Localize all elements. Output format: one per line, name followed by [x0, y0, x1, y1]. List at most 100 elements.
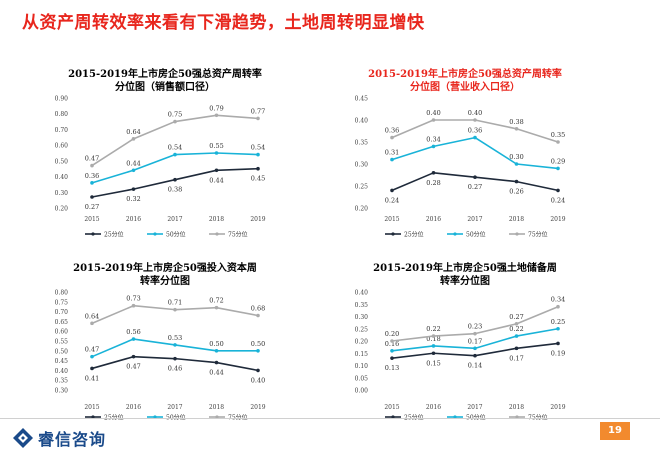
data-point: [431, 118, 436, 122]
legend-label: 25分位: [104, 231, 124, 239]
x-tick-label: 2016: [126, 216, 141, 223]
data-label: 0.45: [251, 175, 265, 183]
y-tick-label: 0.50: [55, 348, 69, 355]
data-label: 0.44: [126, 159, 140, 167]
data-label: 0.17: [509, 354, 523, 362]
y-tick-label: 0.70: [55, 127, 69, 134]
chart-title: 2015-2019年上市房企50强总资产周转率 分位图（营业收入口径）: [340, 68, 590, 94]
data-point: [256, 368, 260, 373]
legend-label: 25分位: [104, 414, 124, 421]
data-label: 0.14: [468, 362, 482, 370]
x-tick-label: 2019: [550, 404, 565, 411]
data-label: 0.68: [251, 305, 265, 313]
chart-invested-capital-turnover: 2015-2019年上市房企50强投入资本周 转率分位图 0.30 0.35 0.4…: [40, 262, 290, 420]
data-label: 0.20: [385, 330, 399, 338]
data-label: 0.19: [551, 349, 565, 357]
data-point: [473, 346, 477, 351]
data-point: [173, 119, 177, 124]
legend-label: 75分位: [228, 231, 248, 239]
brand-name: 睿信咨询: [38, 430, 107, 449]
y-tick-label: 0.30: [355, 314, 369, 321]
x-tick-label: 2017: [167, 216, 182, 223]
data-point: [514, 179, 519, 184]
data-point: [131, 303, 136, 308]
data-label: 0.54: [168, 144, 182, 152]
chart-plot: 0.30 0.35 0.40 0.45 0.50 0.55 0.60 0.65 0.70 0.75…: [55, 290, 266, 421]
legend-label: 50分位: [466, 414, 486, 421]
data-point: [214, 151, 219, 155]
legend-label: 75分位: [228, 414, 248, 421]
data-label: 0.17: [468, 337, 482, 345]
x-tick-label: 2019: [250, 404, 265, 411]
legend-marker: [215, 232, 219, 236]
data-label: 0.44: [209, 176, 223, 184]
footer-divider: [0, 418, 660, 419]
data-label: 0.55: [209, 142, 223, 150]
data-point: [556, 166, 560, 171]
y-tick-label: 0.30: [55, 190, 69, 197]
y-tick-label: 0.00: [355, 388, 369, 395]
legend-label: 25分位: [404, 414, 424, 421]
y-tick-label: 0.15: [355, 351, 369, 358]
data-label: 0.71: [168, 299, 182, 307]
data-label: 0.26: [509, 188, 523, 196]
x-tick-label: 2015: [84, 216, 99, 223]
x-tick-label: 2016: [126, 404, 141, 411]
data-point: [431, 351, 436, 356]
data-label: 0.35: [551, 131, 565, 139]
data-label: 0.15: [426, 359, 440, 367]
legend-label: 50分位: [166, 231, 186, 239]
data-label: 0.50: [251, 340, 265, 348]
chart-subtitle: 转率分位图: [140, 276, 190, 287]
data-point: [256, 313, 260, 318]
legend-marker: [91, 415, 95, 419]
y-tick-label: 0.60: [55, 329, 69, 336]
data-label: 0.44: [209, 369, 223, 377]
x-tick-label: 2018: [209, 216, 224, 223]
data-label: 0.41: [85, 374, 99, 382]
x-tick-label: 2018: [209, 404, 224, 411]
x-tick-label: 2015: [84, 404, 99, 411]
y-tick-label: 0.30: [355, 162, 369, 169]
y-tick-label: 0.40: [55, 174, 69, 181]
data-point: [390, 157, 394, 162]
data-point: [431, 344, 436, 348]
chart-title-line1: 2015-2019年上市房企50强总资产周转率: [68, 69, 262, 80]
data-label: 0.38: [509, 118, 523, 126]
data-point: [214, 168, 219, 173]
data-point: [473, 135, 477, 140]
data-label: 0.38: [168, 186, 182, 194]
chart-land-reserve-turnover: 2015-2019年上市房企50强土地储备周 转率分位图 0.00 0.05 0.1…: [340, 262, 590, 420]
chart-asset-turnover-sales: 2015-2019年上市房企50强总资产周转率 分位图（销售额口径） 0.20 0…: [40, 68, 290, 248]
x-tick-label: 2016: [426, 216, 441, 223]
data-point: [514, 334, 519, 338]
data-label: 0.47: [85, 155, 99, 163]
data-point: [431, 334, 436, 338]
y-tick-label: 0.30: [55, 388, 69, 395]
data-point: [431, 171, 436, 175]
data-point: [173, 356, 177, 361]
x-tick-label: 2019: [250, 216, 265, 223]
y-tick-label: 0.65: [55, 319, 69, 326]
data-point: [390, 349, 394, 353]
chart-subtitle: 分位图（销售额口径）: [115, 82, 215, 93]
data-point: [90, 163, 94, 168]
y-tick-label: 0.70: [55, 309, 69, 316]
y-tick-label: 0.45: [355, 96, 369, 103]
data-label: 0.18: [426, 335, 440, 343]
chart-subtitle: 分位图（营业收入口径）: [410, 82, 520, 93]
data-label: 0.22: [426, 325, 440, 333]
data-label: 0.34: [551, 296, 565, 304]
data-label: 0.27: [509, 313, 523, 321]
data-point: [556, 341, 560, 346]
data-label: 0.77: [251, 107, 265, 115]
data-point: [514, 127, 519, 131]
data-point: [556, 140, 560, 144]
chart-title-line1: 2015-2019年上市房企50强投入资本周: [73, 263, 257, 274]
data-label: 0.50: [209, 340, 223, 348]
chart-plot: 0.00 0.05 0.10 0.15 0.20 0.25 0.30 0.35 0.40 2015…: [355, 290, 566, 421]
x-tick-label: 2018: [509, 404, 524, 411]
data-label: 0.27: [85, 203, 99, 211]
legend-marker: [391, 232, 395, 236]
data-point: [214, 305, 219, 310]
